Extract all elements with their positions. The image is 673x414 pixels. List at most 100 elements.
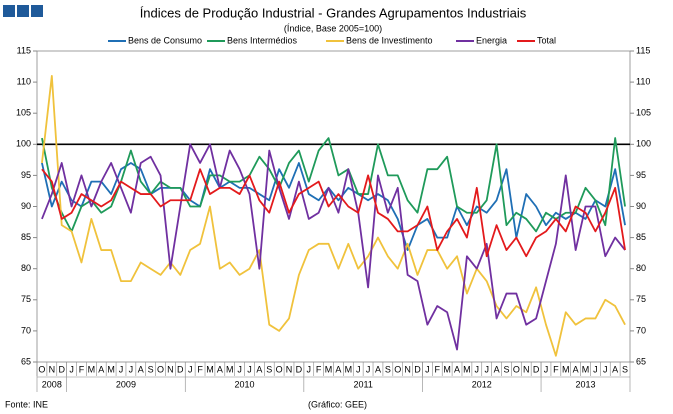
- y2-tick-label: 105: [636, 108, 651, 118]
- x-tick-label: J: [603, 364, 608, 374]
- legend-label: Energia: [476, 35, 507, 45]
- x-tick-label: S: [503, 364, 509, 374]
- y-tick-label: 75: [21, 294, 31, 304]
- legend-label: Bens de Investimento: [346, 35, 433, 45]
- x-tick-label: A: [138, 364, 144, 374]
- x-tick-label: O: [38, 364, 45, 374]
- x-tick-label: A: [573, 364, 579, 374]
- series-line: [41, 74, 626, 357]
- x-tick-label: A: [375, 364, 381, 374]
- x-tick-label: A: [612, 364, 618, 374]
- y2-tick-label: 75: [636, 294, 646, 304]
- y-tick-label: 70: [21, 325, 31, 335]
- x-tick-label: O: [157, 364, 164, 374]
- chart-subtitle: (Índice, Base 2005=100): [284, 23, 382, 33]
- y2-tick-label: 80: [636, 263, 646, 273]
- x-tick-label: J: [247, 364, 252, 374]
- plot-frame: [36, 50, 631, 363]
- series-line: [41, 168, 626, 258]
- x-tick-label: M: [325, 364, 333, 374]
- x-tick-label: D: [177, 364, 184, 374]
- year-label: 2013: [576, 379, 596, 389]
- y2-tick-label: 70: [636, 325, 646, 335]
- year-label: 2010: [235, 379, 255, 389]
- x-tick-label: N: [523, 364, 530, 374]
- y2-tick-label: 110: [636, 76, 650, 86]
- x-tick-label: F: [553, 364, 559, 374]
- x-tick-label: J: [425, 364, 430, 374]
- x-tick-label: M: [88, 364, 96, 374]
- y2-tick-label: 85: [636, 232, 646, 242]
- x-tick-label: S: [266, 364, 272, 374]
- x-tick-label: M: [582, 364, 590, 374]
- y2-tick-label: 95: [636, 170, 646, 180]
- chart-title: Índices de Produção Industrial - Grandes…: [140, 5, 527, 20]
- x-tick-label: A: [454, 364, 460, 374]
- x-tick-label: M: [226, 364, 234, 374]
- series-line: [41, 143, 626, 351]
- x-tick-label: F: [435, 364, 441, 374]
- y-tick-label: 110: [17, 76, 31, 86]
- year-label: 2009: [116, 379, 136, 389]
- x-tick-label: M: [345, 364, 353, 374]
- x-tick-label: J: [475, 364, 480, 374]
- y2-tick-label: 100: [636, 139, 651, 149]
- year-label: 2008: [42, 379, 62, 389]
- source: Fonte: INE: [5, 399, 48, 409]
- x-tick-label: J: [544, 364, 549, 374]
- y-tick-label: 100: [16, 139, 31, 149]
- x-tick-label: M: [443, 364, 451, 374]
- x-tick-label: A: [98, 364, 104, 374]
- legend-label: Total: [537, 35, 556, 45]
- x-tick-label: N: [49, 364, 56, 374]
- x-tick-label: F: [79, 364, 85, 374]
- legend-label: Bens de Consumo: [128, 35, 202, 45]
- x-tick-label: D: [533, 364, 540, 374]
- x-tick-label: J: [188, 364, 193, 374]
- x-tick-label: M: [463, 364, 471, 374]
- x-tick-label: J: [69, 364, 74, 374]
- x-tick-label: J: [237, 364, 242, 374]
- x-tick-label: J: [307, 364, 312, 374]
- x-tick-label: M: [107, 364, 115, 374]
- x-tick-label: D: [296, 364, 303, 374]
- y-tick-label: 90: [21, 201, 31, 211]
- y2-tick-label: 115: [636, 45, 650, 55]
- x-tick-label: J: [119, 364, 124, 374]
- y2-tick-label: 90: [636, 201, 646, 211]
- x-tick-label: J: [484, 364, 489, 374]
- y-tick-label: 105: [16, 108, 31, 118]
- x-tick-label: N: [167, 364, 174, 374]
- x-tick-label: A: [217, 364, 223, 374]
- y-tick-label: 80: [21, 263, 31, 273]
- x-tick-label: D: [414, 364, 421, 374]
- legend-label: Bens Intermédios: [227, 35, 298, 45]
- year-label: 2012: [472, 379, 492, 389]
- y-tick-label: 95: [21, 170, 31, 180]
- x-tick-label: O: [276, 364, 283, 374]
- x-tick-label: J: [593, 364, 598, 374]
- x-tick-label: F: [197, 364, 203, 374]
- year-label: 2011: [353, 379, 372, 389]
- x-tick-label: A: [256, 364, 262, 374]
- logo: [3, 5, 43, 17]
- x-tick-label: N: [286, 364, 293, 374]
- x-tick-label: S: [148, 364, 154, 374]
- x-tick-label: O: [394, 364, 401, 374]
- x-tick-label: A: [335, 364, 341, 374]
- x-tick-label: N: [404, 364, 411, 374]
- x-tick-label: M: [206, 364, 214, 374]
- y-tick-label: 85: [21, 232, 31, 242]
- x-tick-label: A: [494, 364, 500, 374]
- x-tick-label: J: [356, 364, 361, 374]
- y2-tick-label: 65: [636, 356, 646, 366]
- x-tick-label: D: [58, 364, 65, 374]
- y-tick-label: 115: [17, 45, 31, 55]
- x-tick-label: F: [316, 364, 322, 374]
- x-tick-label: O: [513, 364, 520, 374]
- credit: (Gráfico: GEE): [308, 399, 367, 409]
- series-line: [41, 137, 626, 233]
- x-tick-label: M: [562, 364, 570, 374]
- x-tick-label: S: [622, 364, 628, 374]
